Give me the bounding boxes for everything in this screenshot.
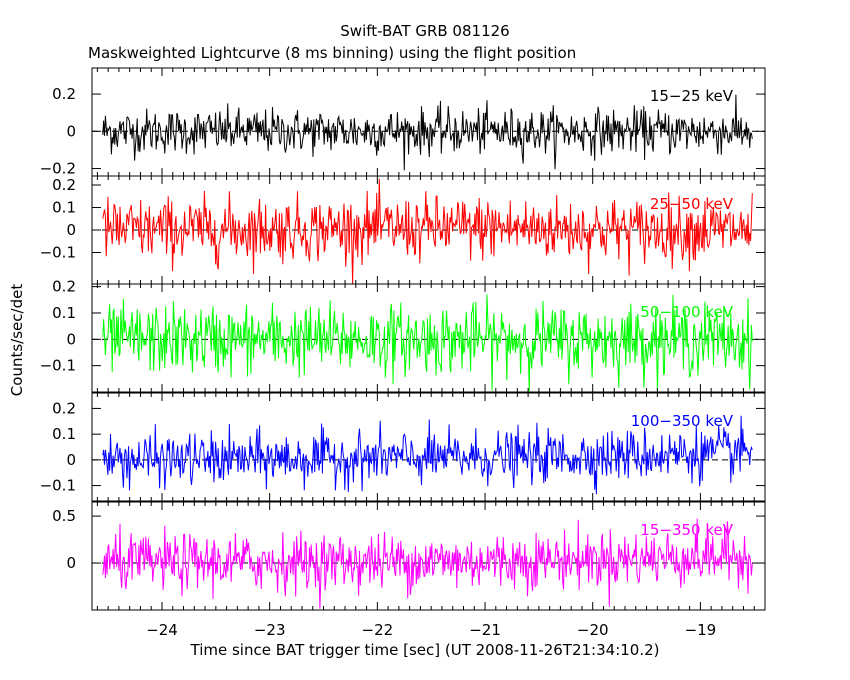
y-tick-label: 0 [66,122,76,140]
y-tick-label: −0.1 [40,244,76,262]
x-tick-label: −20 [577,621,609,639]
x-tick-label: −19 [685,621,717,639]
panels-group: 15−25 keV−0.200.225−50 keV−0.100.10.250−… [40,67,766,611]
y-tick-label: −0.2 [40,160,76,178]
y-tick-label: 0 [66,554,76,572]
panel-label: 15−350 keV [640,521,733,539]
y-tick-label: 0 [66,221,76,239]
panel-4: 15−350 keV 0 0.5 [52,501,766,611]
x-axis-label: Time since BAT trigger time [sec] (UT 20… [190,641,660,659]
panel-frame [91,283,766,393]
y-tick-label: 0.2 [52,399,76,417]
x-tick-label: −24 [146,621,178,639]
panel-label: 100−350 keV [631,412,734,430]
y-tick-label: 0 [66,451,76,469]
x-tick-label: −21 [469,621,501,639]
panel-frame [91,392,766,502]
panel-1: 25−50 keV −0.1 0 0.1 0.2 [40,175,766,285]
x-axis-labels: −24 −23 −22 −21 −20 −19 [146,621,716,639]
y-tick-label: 0.1 [52,304,76,322]
y-tick-label: 0.5 [52,507,76,525]
chart-subtitle: Maskweighted Lightcurve (8 ms binning) u… [88,44,577,62]
panel-frame [91,501,766,611]
y-axis-label: Counts/sec/det [8,284,26,397]
y-tick-label: 0.1 [52,425,76,443]
panel-label: 15−25 keV [650,87,734,105]
series-15-25-kev [102,94,753,171]
y-tick-label: 0 [66,330,76,348]
y-tick-label: 0.2 [52,176,76,194]
panel-label: 50−100 keV [640,303,733,321]
panel-0: 15−25 keV −0.2 0 0.2 [40,67,766,178]
chart-title: Swift-BAT GRB 081126 [340,22,510,40]
x-tick-label: −22 [362,621,394,639]
series-25-50-kev [102,178,753,285]
y-tick-label: 0.2 [52,278,76,296]
panel-2: 50−100 keV −0.1 0 0.1 0.2 [40,278,766,393]
series-100-350-kev [102,415,753,495]
y-tick-label: 0.2 [52,85,76,103]
y-tick-label: −0.1 [40,357,76,375]
panel-label: 25−50 keV [650,195,734,213]
panel-3: 100−350 keV −0.1 0 0.1 0.2 [40,392,766,502]
series-15-350-kev [102,518,753,609]
x-tick-label: −23 [254,621,286,639]
panel-frame [91,67,766,177]
y-tick-label: −0.1 [40,477,76,495]
y-tick-label: 0.1 [52,199,76,217]
series-50-100-kev [102,294,753,393]
